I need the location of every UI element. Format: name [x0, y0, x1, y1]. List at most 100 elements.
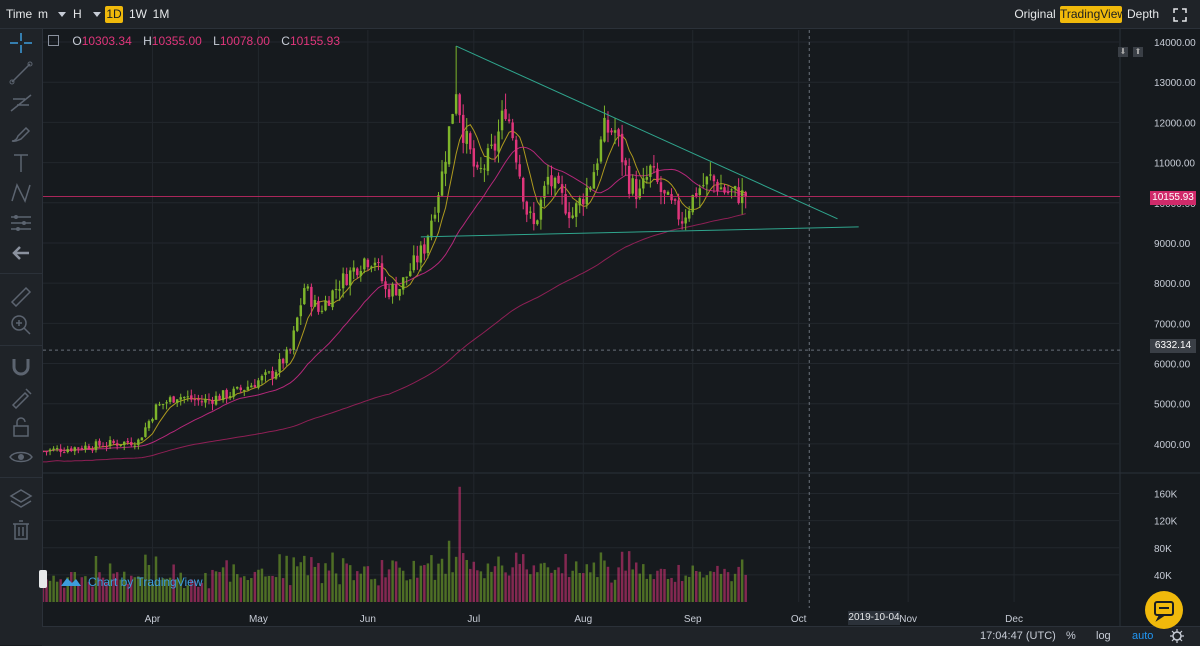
- candle-body: [599, 139, 603, 162]
- candle-body: [98, 440, 101, 446]
- candle-body: [331, 290, 334, 308]
- candle-body: [479, 168, 483, 170]
- candle-body: [243, 390, 246, 392]
- collapse-panel-handle[interactable]: [39, 570, 47, 588]
- auto-scale-button[interactable]: auto: [1132, 630, 1154, 642]
- measure-icon[interactable]: [7, 211, 35, 235]
- settings-gear-icon[interactable]: [1170, 629, 1184, 643]
- volume-bar: [624, 570, 627, 602]
- candle-body: [483, 168, 486, 170]
- candle-body: [437, 195, 440, 213]
- scroll-up-icon[interactable]: ⬆: [1133, 47, 1143, 57]
- volume-bar: [613, 579, 617, 602]
- volume-bar: [550, 572, 553, 602]
- log-scale-button[interactable]: log: [1096, 630, 1111, 642]
- volume-bar: [218, 572, 221, 602]
- volume-bar: [617, 567, 620, 602]
- interval-1w-button[interactable]: 1W: [129, 7, 147, 21]
- zoom-in-icon[interactable]: [7, 313, 35, 337]
- legend-toggle-icon[interactable]: [48, 35, 59, 46]
- hour-select[interactable]: H: [73, 7, 82, 21]
- volume-bar: [479, 571, 483, 602]
- eye-icon[interactable]: [7, 445, 35, 469]
- candle-body: [695, 193, 698, 197]
- volume-bar: [214, 571, 218, 602]
- volume-bar: [278, 554, 281, 602]
- candle-body: [204, 398, 207, 403]
- percent-scale-button[interactable]: %: [1066, 630, 1076, 642]
- pattern-icon[interactable]: [7, 181, 35, 205]
- volume-bar: [235, 574, 239, 602]
- candle-body: [115, 443, 119, 446]
- crosshair-icon[interactable]: [7, 31, 35, 55]
- tradingview-credit[interactable]: Chart by TradingView: [60, 574, 203, 589]
- hour-caret-icon[interactable]: [93, 12, 101, 17]
- layers-icon[interactable]: [7, 487, 35, 511]
- volume-bar: [539, 563, 543, 602]
- volume-bar: [423, 565, 426, 602]
- candle-body: [564, 194, 567, 214]
- volume-bar: [574, 561, 578, 602]
- candle-body: [663, 190, 666, 194]
- volume-bar: [264, 576, 267, 602]
- candle-body: [296, 317, 299, 331]
- interval-1d-button[interactable]: 1D: [105, 6, 123, 23]
- candle-body: [596, 163, 599, 171]
- candle-body: [673, 199, 677, 201]
- volume-bar: [190, 579, 193, 602]
- candle-body: [200, 401, 204, 403]
- volume-bar: [409, 579, 412, 602]
- volume-bar: [370, 579, 373, 602]
- volume-bar: [416, 577, 419, 602]
- scroll-down-icon[interactable]: ⬇: [1118, 47, 1128, 57]
- view-depth-button[interactable]: Depth: [1126, 7, 1160, 21]
- volume-bar: [373, 578, 377, 602]
- minute-caret-icon[interactable]: [58, 12, 66, 17]
- volume-bar: [578, 572, 581, 602]
- volume-bar: [66, 577, 69, 602]
- volume-bar: [642, 564, 645, 602]
- expand-icon[interactable]: [1172, 7, 1188, 23]
- candle-body: [66, 449, 69, 453]
- back-arrow-icon[interactable]: [7, 241, 35, 265]
- candle-body: [490, 144, 493, 146]
- fib-icon[interactable]: [7, 91, 35, 115]
- candle-body: [539, 199, 543, 220]
- volume-bar: [596, 577, 599, 602]
- candle-body: [59, 448, 62, 453]
- volume-bar: [677, 564, 680, 602]
- interval-1m-button[interactable]: 1M: [152, 7, 170, 21]
- candle-body: [620, 133, 624, 163]
- candle-body: [352, 267, 355, 272]
- volume-bar: [546, 567, 550, 602]
- volume-bar: [426, 563, 430, 602]
- candle-body: [267, 371, 271, 373]
- volume-bar: [363, 566, 366, 602]
- ruler-icon[interactable]: [7, 283, 35, 308]
- view-tradingview-button[interactable]: TradingView: [1060, 6, 1127, 23]
- chat-support-button[interactable]: [1145, 591, 1183, 629]
- candle-body: [119, 444, 122, 446]
- candle-body: [73, 447, 77, 452]
- text-icon[interactable]: [7, 151, 35, 175]
- candle-body: [165, 402, 168, 404]
- volume-bar: [250, 578, 253, 602]
- volume-bar: [197, 586, 200, 602]
- volume-bar: [631, 569, 634, 602]
- candle-body: [476, 164, 479, 168]
- candle-body: [348, 270, 352, 286]
- candle-body: [70, 448, 73, 451]
- volume-bar: [151, 583, 154, 602]
- view-original-button[interactable]: Original: [1014, 7, 1056, 21]
- minute-select[interactable]: m: [38, 7, 48, 21]
- crosshair-price-badge: 6332.14: [1150, 339, 1196, 353]
- trend-line-icon[interactable]: [7, 61, 35, 85]
- brush-icon[interactable]: [7, 121, 35, 145]
- candle-body: [631, 178, 634, 194]
- unlock-icon[interactable]: [7, 415, 35, 439]
- tradingview-logo-icon: [61, 578, 81, 586]
- magnet-icon[interactable]: [7, 355, 35, 379]
- trash-icon[interactable]: [7, 517, 35, 541]
- lock-drawing-icon[interactable]: [7, 385, 35, 410]
